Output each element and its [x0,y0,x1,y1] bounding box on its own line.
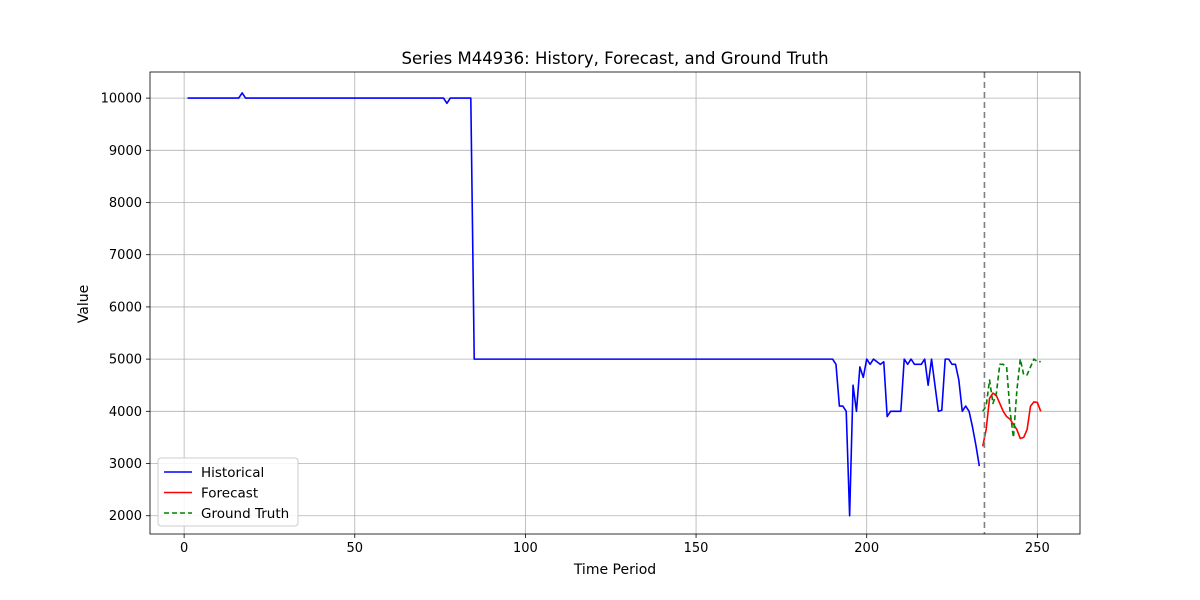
legend-box [157,457,299,527]
legend-label: Forecast [201,486,258,502]
y-tick-label: 10000 [101,92,142,107]
legend: Historical Forecast Ground Truth [157,457,299,527]
y-tick-label: 4000 [109,405,142,420]
x-tick-label: 100 [513,541,538,556]
axes-frame [149,71,1081,535]
x-axis-label: Time Period [573,562,656,578]
y-tick-label: 5000 [109,353,142,368]
x-tick-label: 200 [854,541,879,556]
series-line-forecast [981,392,1042,447]
x-tick-label: 50 [346,541,363,556]
x-tick-label: 150 [684,541,709,556]
series-line-historical [187,92,981,517]
y-axis-label: Value [76,285,92,323]
x-tick-label: 0 [180,541,188,556]
y-tick-label: 8000 [109,196,142,211]
y-tick-label: 7000 [109,248,142,263]
x-tick-label: 250 [1025,541,1050,556]
legend-label: Ground Truth [201,506,289,522]
y-tick-label: 9000 [109,144,142,159]
y-tick-label: 6000 [109,300,142,315]
plot-area: 0 50 100 150 200 250 2000 3000 4000 5000 6000 7000 8… [101,71,1081,556]
series-line-ground-truth [982,358,1041,439]
y-tick-label: 2000 [109,509,142,524]
chart-title: Series M44936: History, Forecast, and Gr… [401,49,828,68]
legend-label: Historical [201,465,264,481]
y-tick-label: 3000 [109,457,142,472]
